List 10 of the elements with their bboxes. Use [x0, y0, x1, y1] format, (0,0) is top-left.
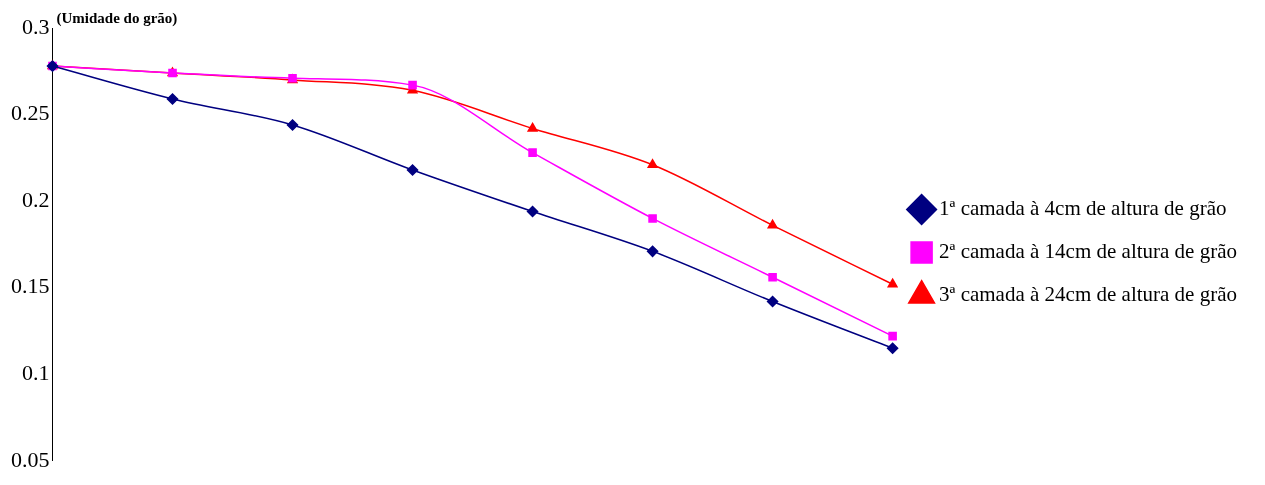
y-tick-label: 0.05	[11, 446, 50, 472]
legend-label: 3ª camada à 24cm de altura de grão	[939, 282, 1238, 307]
y-tick-label: 0.25	[11, 100, 50, 126]
y-tick-label: 0.3	[22, 13, 50, 39]
y-tick-label: 0.15	[11, 273, 50, 299]
y-axis-title: (Umidade do grão)	[56, 10, 178, 28]
y-tick-label: 0.1	[22, 360, 50, 386]
legend-label: 1ª camada à 4cm de altura de grão	[939, 196, 1227, 221]
y-tick-label: 0.2	[22, 186, 50, 212]
legend-label: 2ª camada à 14cm de altura de grão	[939, 239, 1238, 264]
